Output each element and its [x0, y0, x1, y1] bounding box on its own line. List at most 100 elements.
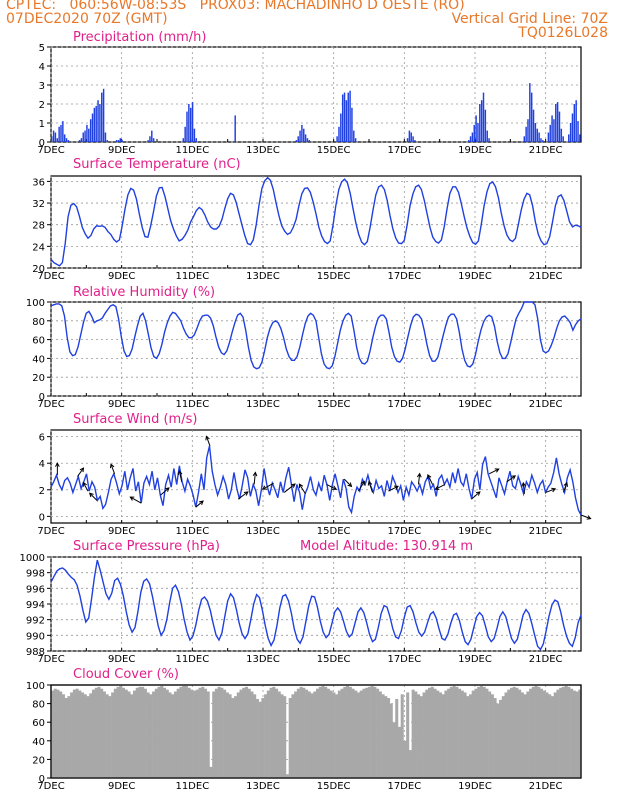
cloud-bar [258, 701, 262, 778]
precip-bar [412, 136, 414, 142]
wind-vector [298, 483, 306, 495]
y-tick-label: 32 [32, 199, 45, 210]
wind-vector-head [177, 469, 183, 475]
cloud-bar [455, 686, 459, 778]
cloud-bar [97, 686, 101, 778]
cloud-bar [146, 692, 150, 778]
wind-vector-head [427, 473, 432, 479]
cloud-bar [127, 691, 131, 778]
panel-temp: Surface Temperature (nC) 20 24 28 32 36 7DEC 9D… [32, 157, 582, 282]
y-tick-label: 4 [39, 459, 45, 470]
header-grid-line-note: Vertical Grid Line: 70Z [451, 11, 608, 27]
cloud-bar [578, 689, 582, 778]
cloud-bar [141, 686, 145, 778]
precip-bar [540, 138, 542, 142]
cloud-bar [135, 687, 139, 778]
x-date-label: 21DEC [529, 271, 563, 282]
precip-bar [345, 100, 348, 142]
cloud-bar [91, 689, 96, 778]
cloud-bar [261, 698, 265, 778]
wind-vector-head [109, 463, 115, 469]
cloud-bar [299, 686, 303, 778]
x-date-label: 13DEC [246, 781, 280, 792]
precip-bar [51, 136, 53, 142]
wind-vector-head [511, 475, 517, 480]
wind-vector-head [586, 515, 592, 520]
panel-title-temp: Surface Temperature (nC) [73, 157, 241, 172]
precip-bar [469, 136, 472, 142]
precip-bar [579, 134, 581, 142]
y-tick-label: 990 [26, 631, 45, 642]
cloud-bar [244, 686, 249, 778]
cloud-bar [326, 688, 330, 778]
cloud-bar [111, 692, 115, 778]
cloud-bar [359, 690, 363, 778]
precip-bar [556, 102, 559, 142]
panel-title-rh: Relative Humidity (%) [73, 285, 215, 300]
cloud-bar [67, 696, 71, 778]
cloud-bar [78, 690, 82, 778]
cloud-bar [553, 692, 557, 778]
precip-bar [91, 113, 94, 142]
precip-bar [60, 124, 62, 142]
x-date-label: 7DEC [37, 654, 64, 665]
cloud-bar [570, 688, 574, 778]
cloud-bar [163, 687, 167, 778]
precip-bar [571, 113, 574, 142]
cloud-bar [354, 690, 358, 778]
cloud-bar [83, 694, 87, 778]
x-date-label: 9DEC [108, 271, 135, 282]
wind-vector [562, 482, 568, 493]
precip-bar [551, 115, 553, 142]
wind-vector-head [563, 481, 568, 487]
cloud-bar [370, 685, 374, 778]
precip-bar [479, 104, 481, 142]
y-tick-label: 992 [26, 616, 45, 627]
precip-bar [410, 132, 412, 142]
cloud-bar [403, 740, 407, 778]
x-date-label: 15DEC [317, 271, 351, 282]
cloud-bar [212, 691, 216, 778]
precip-bar [121, 140, 123, 142]
wind-vector-head [261, 485, 267, 490]
cloud-bar [348, 686, 352, 778]
y-tick-label: 996 [26, 584, 45, 595]
precip-bar [467, 140, 470, 142]
y-tick-label: 100 [26, 298, 45, 309]
precip-bar [104, 132, 107, 142]
cloud-bar [250, 691, 254, 778]
y-tick-label: 988 [26, 647, 45, 658]
wind-vector [427, 474, 434, 485]
precip-bar [475, 115, 477, 142]
precip-bar [488, 138, 490, 142]
cloud-bar [523, 694, 527, 778]
x-date-label: 11DEC [175, 271, 209, 282]
precip-bar [65, 138, 68, 142]
cloud-bar [198, 687, 202, 778]
wind-vector-head [332, 485, 338, 490]
cloud-bar [72, 689, 76, 778]
cloud-bar [285, 774, 289, 778]
y-tick-label: 60 [32, 336, 45, 347]
precip-bar [58, 126, 60, 142]
cloud-bar [288, 698, 292, 778]
precip-bar [93, 107, 96, 142]
y-tick-label: 100 [26, 681, 45, 692]
x-date-label: 19DEC [458, 145, 492, 156]
cloud-bar [231, 698, 235, 778]
y-tick-label: 6 [39, 433, 45, 444]
cloud-bar [296, 688, 300, 778]
cloud-bar [182, 685, 186, 778]
precip-bar [117, 140, 120, 142]
x-date-label: 13DEC [246, 271, 280, 282]
series-line-wind [50, 445, 582, 516]
y-tick-label: 80 [32, 317, 45, 328]
precip-bar [115, 140, 118, 142]
wind-vector-head [494, 468, 500, 473]
wind-vector-head [82, 481, 87, 487]
cloud-bar [419, 696, 423, 778]
cloud-bar [425, 689, 429, 778]
precip-bar [304, 134, 307, 142]
cloud-bar [493, 698, 497, 778]
precip-bar [347, 92, 349, 142]
